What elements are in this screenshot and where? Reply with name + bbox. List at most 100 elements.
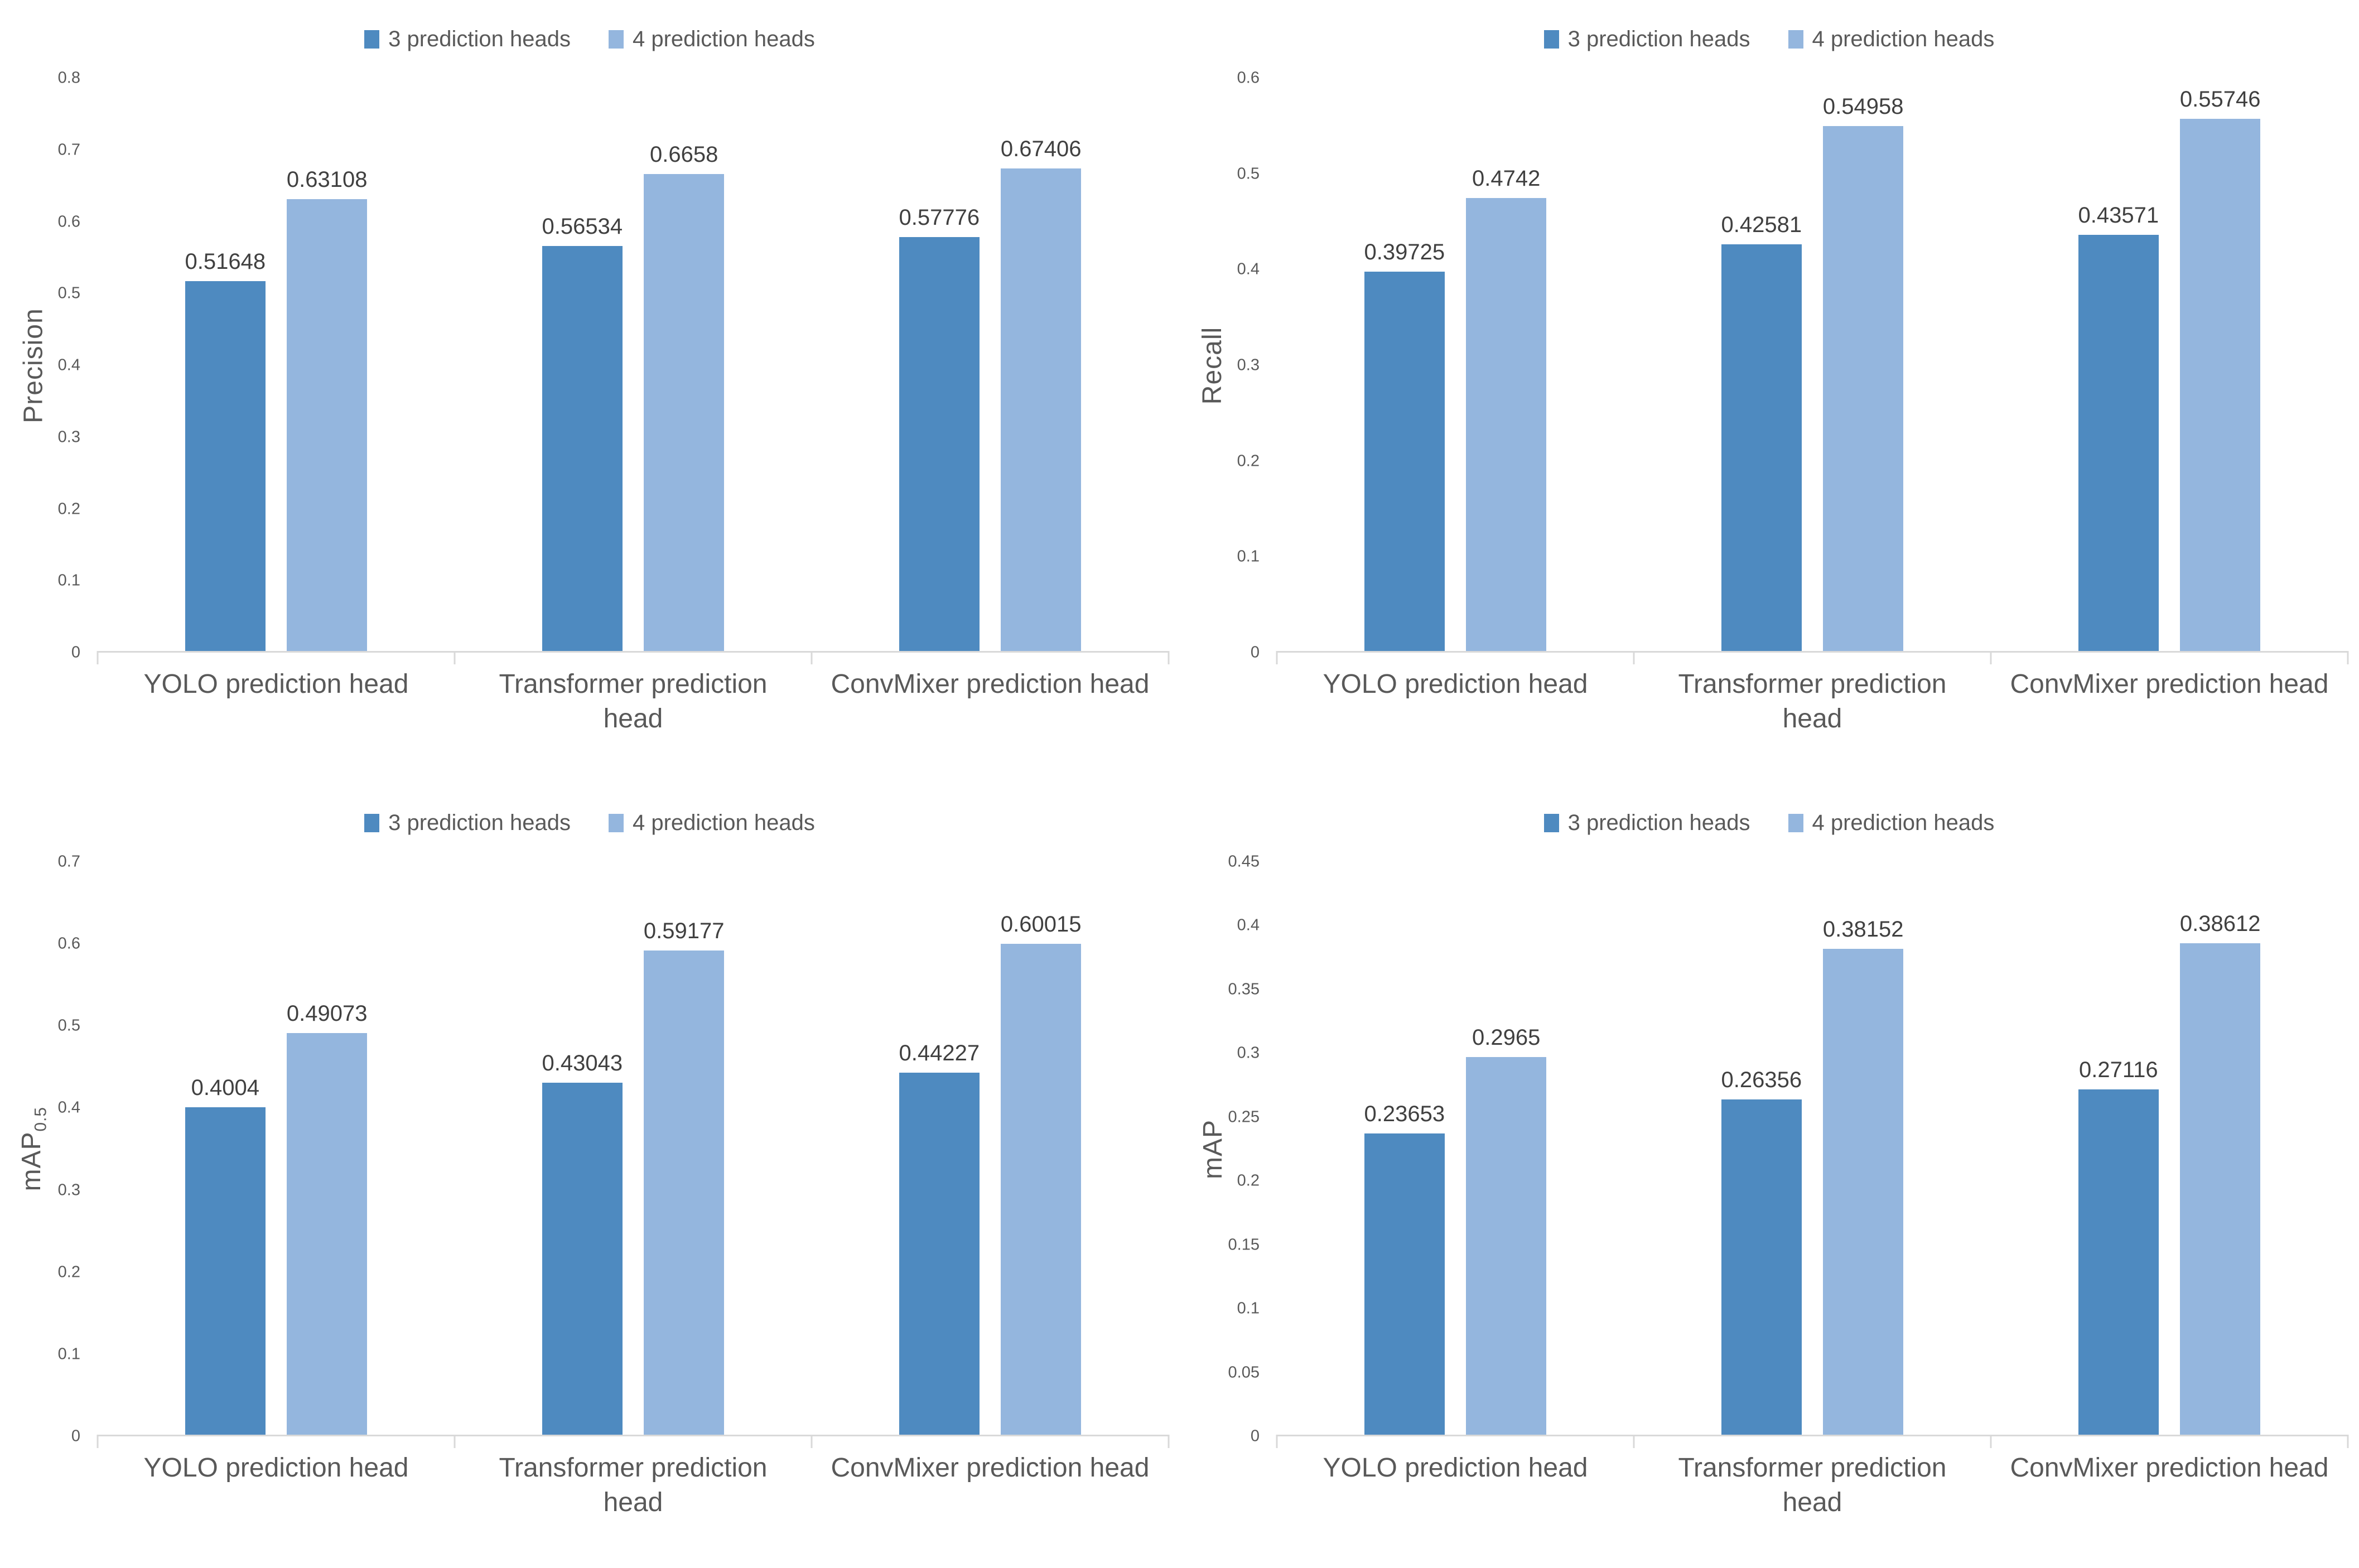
recall-legend: 3 prediction heads 4 prediction heads <box>1179 27 2359 52</box>
x-category-label: Transformer prediction head <box>1678 669 1947 734</box>
y-axis-tick-label: 0.35 <box>1228 980 1260 998</box>
x-axis-tick-mark <box>811 1435 813 1448</box>
y-axis-tick-label: 0 <box>71 643 80 662</box>
bar-4-heads-yolo <box>1466 1057 1547 1435</box>
legend-item-4-heads: 4 prediction heads <box>609 27 815 52</box>
legend-item-4-heads: 4 prediction heads <box>1788 27 1995 52</box>
x-category-yolo: YOLO prediction head <box>1277 667 1634 702</box>
legend-swatch-icon <box>1543 814 1559 832</box>
x-category-label: Transformer prediction head <box>499 669 768 734</box>
x-category-transformer: Transformer prediction head <box>455 667 812 737</box>
bar-4-heads-yolo <box>287 199 368 651</box>
map_0.5-legend: 3 prediction heads 4 prediction heads <box>0 810 1179 836</box>
map-legend: 3 prediction heads 4 prediction heads <box>1179 810 2359 836</box>
x-axis-tick-mark <box>97 651 99 664</box>
x-category-yolo: YOLO prediction head <box>98 667 455 702</box>
y-axis-tick-label: 0.2 <box>1237 1171 1260 1190</box>
x-category-label: ConvMixer prediction head <box>2010 669 2329 699</box>
bar-value-label: 0.4004 <box>191 1075 259 1100</box>
y-axis-tick-label: 0.1 <box>1237 547 1260 566</box>
x-axis-tick-mark <box>1276 1435 1278 1448</box>
plot-area: 0.39725 0.42581 0.43571 0.4742 0.54958 0.5574… <box>1276 78 2349 664</box>
bar-4-heads-convmixer <box>1001 168 1082 651</box>
bar-value-label: 0.43571 <box>2078 203 2159 228</box>
legend-label: 3 prediction heads <box>388 27 571 51</box>
bar-value-label: 0.57776 <box>899 205 980 230</box>
bar-3-heads-yolo <box>185 1107 266 1435</box>
x-category-label: Transformer prediction head <box>1678 1453 1947 1518</box>
y-axis-ticks: 0 0.05 0.1 0.15 0.2 0.25 0.3 0.35 0.4 0.45 <box>1179 853 1263 1445</box>
y-axis-tick-label: 0.3 <box>1237 1044 1260 1062</box>
bar-value-label: 0.60015 <box>1000 911 1082 937</box>
x-category-label: ConvMixer prediction head <box>831 669 1150 699</box>
bar-value-label: 0.67406 <box>1000 136 1082 161</box>
legend-label: 3 prediction heads <box>1567 27 1750 51</box>
bar-4-heads-convmixer <box>1001 943 1082 1435</box>
y-axis-ticks: 0 0.1 0.2 0.3 0.4 0.5 0.6 <box>1179 69 1263 662</box>
legend-item-3-heads: 3 prediction heads <box>1543 27 1750 52</box>
x-axis-tick-mark <box>1276 651 1278 664</box>
map-chart: 3 prediction heads 4 prediction heads mAP 0… <box>1179 784 2359 1568</box>
bar-value-label: 0.54958 <box>1822 94 1904 119</box>
legend-item-3-heads: 3 prediction heads <box>364 810 571 836</box>
y-axis-tick-label: 0.1 <box>57 571 80 590</box>
bar-value-label: 0.59177 <box>643 918 725 943</box>
x-category-yolo: YOLO prediction head <box>1277 1451 1634 1485</box>
map50-chart: 3 prediction heads 4 prediction heads mAP0… <box>0 784 1179 1568</box>
y-axis-tick-label: 0.6 <box>57 934 80 953</box>
bar-value-label: 0.42581 <box>1721 213 1802 238</box>
y-axis-tick-label: 0.6 <box>1237 69 1260 87</box>
x-category-label: YOLO prediction head <box>143 1453 409 1483</box>
legend-label: 3 prediction heads <box>388 810 571 835</box>
x-axis-labels: YOLO prediction head Transformer predicti… <box>98 667 1169 737</box>
bar-value-label: 0.27116 <box>2078 1058 2158 1083</box>
y-axis-tick-label: 0.4 <box>1237 260 1260 278</box>
x-axis-tick-mark <box>1168 651 1170 664</box>
legend-label: 4 prediction heads <box>633 27 815 51</box>
y-axis-tick-label: 0.3 <box>57 1181 80 1199</box>
bar-value-label: 0.6658 <box>650 142 718 167</box>
plot-area: 0.4004 0.43043 0.44227 0.49073 0.59177 0.6001… <box>97 862 1170 1448</box>
y-axis-tick-label: 0 <box>1250 1427 1260 1445</box>
bar-value-label: 0.49073 <box>286 1001 368 1026</box>
bar-value-label: 0.43043 <box>542 1050 623 1075</box>
bar-value-label: 0.4742 <box>1472 166 1541 191</box>
bar-3-heads-yolo <box>1364 1133 1445 1435</box>
x-axis-tick-mark <box>1168 1435 1170 1448</box>
bar-3-heads-transformer <box>542 246 623 651</box>
y-axis-tick-label: 0.8 <box>57 69 80 87</box>
y-axis-tick-label: 0.1 <box>57 1345 80 1363</box>
x-axis-tick-mark <box>1633 651 1635 664</box>
y-axis-tick-label: 0.45 <box>1228 852 1260 871</box>
bar-3-heads-transformer <box>1721 1099 1802 1435</box>
plot-area: 0.51648 0.56534 0.57776 0.63108 0.6658 0.6740… <box>97 78 1170 664</box>
y-axis-tick-label: 0.4 <box>57 1098 80 1117</box>
bar-value-label: 0.2965 <box>1472 1025 1541 1050</box>
x-axis-labels: YOLO prediction head Transformer predicti… <box>98 1451 1169 1521</box>
bar-value-label: 0.51648 <box>185 249 266 274</box>
bar-4-heads-convmixer <box>2180 118 2261 651</box>
y-axis-tick-label: 0.2 <box>1237 452 1260 470</box>
legend-swatch-icon <box>364 30 380 49</box>
precision-chart: 3 prediction heads 4 prediction heads Prec… <box>0 0 1179 784</box>
bar-3-heads-yolo <box>1364 272 1445 651</box>
y-axis-ticks: 0 0.1 0.2 0.3 0.4 0.5 0.6 0.7 0.8 <box>0 69 84 662</box>
y-axis-tick-label: 0.5 <box>1237 165 1260 183</box>
bar-value-label: 0.63108 <box>286 167 368 192</box>
y-axis-tick-label: 0.3 <box>1237 356 1260 374</box>
x-category-label: Transformer prediction head <box>499 1453 768 1518</box>
y-axis-ticks: 0 0.1 0.2 0.3 0.4 0.5 0.6 0.7 <box>0 853 84 1445</box>
legend-label: 4 prediction heads <box>1812 27 1995 51</box>
y-axis-tick-label: 0.4 <box>1237 916 1260 934</box>
bar-3-heads-yolo <box>185 281 266 651</box>
legend-item-4-heads: 4 prediction heads <box>609 810 815 836</box>
bar-3-heads-convmixer <box>899 1073 980 1435</box>
y-axis-tick-label: 0.15 <box>1228 1236 1260 1254</box>
y-axis-tick-label: 0.7 <box>57 141 80 159</box>
bar-4-heads-convmixer <box>2180 943 2261 1435</box>
bar-4-heads-transformer <box>1823 126 1904 651</box>
precision-legend: 3 prediction heads 4 prediction heads <box>0 27 1179 52</box>
x-axis-tick-mark <box>1990 651 1992 664</box>
legend-swatch-icon <box>1788 30 1803 49</box>
